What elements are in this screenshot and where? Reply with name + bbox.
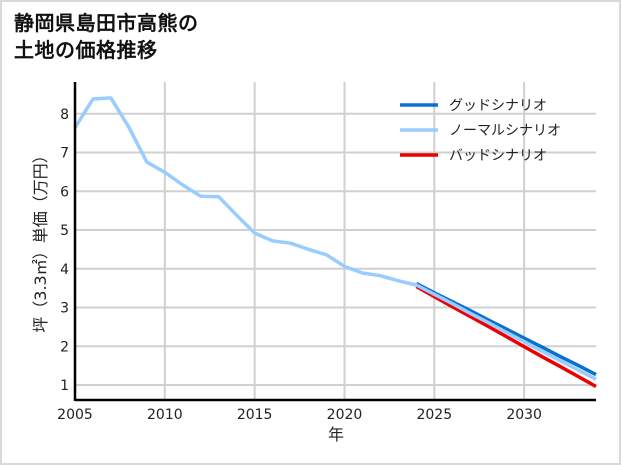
- x-axis-label: 年: [328, 425, 344, 444]
- title-line-2: 土地の価格推移: [14, 38, 158, 62]
- y-tick-label: 8: [60, 107, 69, 123]
- axes: [73, 82, 596, 402]
- legend-label: ノーマルシナリオ: [449, 123, 561, 139]
- series-line: [73, 96, 597, 381]
- x-tick-label: 2015: [237, 407, 273, 423]
- x-tick-label: 2025: [416, 407, 452, 423]
- y-tick-label: 7: [60, 146, 69, 162]
- x-tick-label: 2005: [57, 407, 93, 423]
- series-lines: [73, 96, 597, 389]
- chart-title: 静岡県島田市高熊の 土地の価格推移: [14, 10, 199, 64]
- x-tick-label: 2010: [147, 407, 183, 423]
- title-line-1: 静岡県島田市高熊の: [14, 11, 199, 35]
- grid-lines: [75, 82, 596, 400]
- x-tick-label: 2020: [327, 407, 363, 423]
- tick-labels: 2005 2010 2015 2020 2025 2030 1 2 3 4 5 6 7 8: [57, 107, 542, 423]
- legend-label: グッドシナリオ: [449, 98, 547, 114]
- y-tick-label: 2: [60, 339, 69, 355]
- legend-label: バッドシナリオ: [449, 148, 547, 164]
- y-axis-label: 坪（3.3㎡）単価（万円）: [31, 147, 50, 332]
- y-tick-label: 4: [60, 262, 69, 278]
- y-tick-label: 3: [60, 301, 69, 317]
- y-tick-label: 1: [60, 378, 69, 394]
- x-tick-label: 2030: [506, 407, 542, 423]
- y-tick-label: 6: [60, 184, 69, 200]
- y-tick-label: 5: [60, 223, 69, 239]
- series-line: [415, 284, 597, 389]
